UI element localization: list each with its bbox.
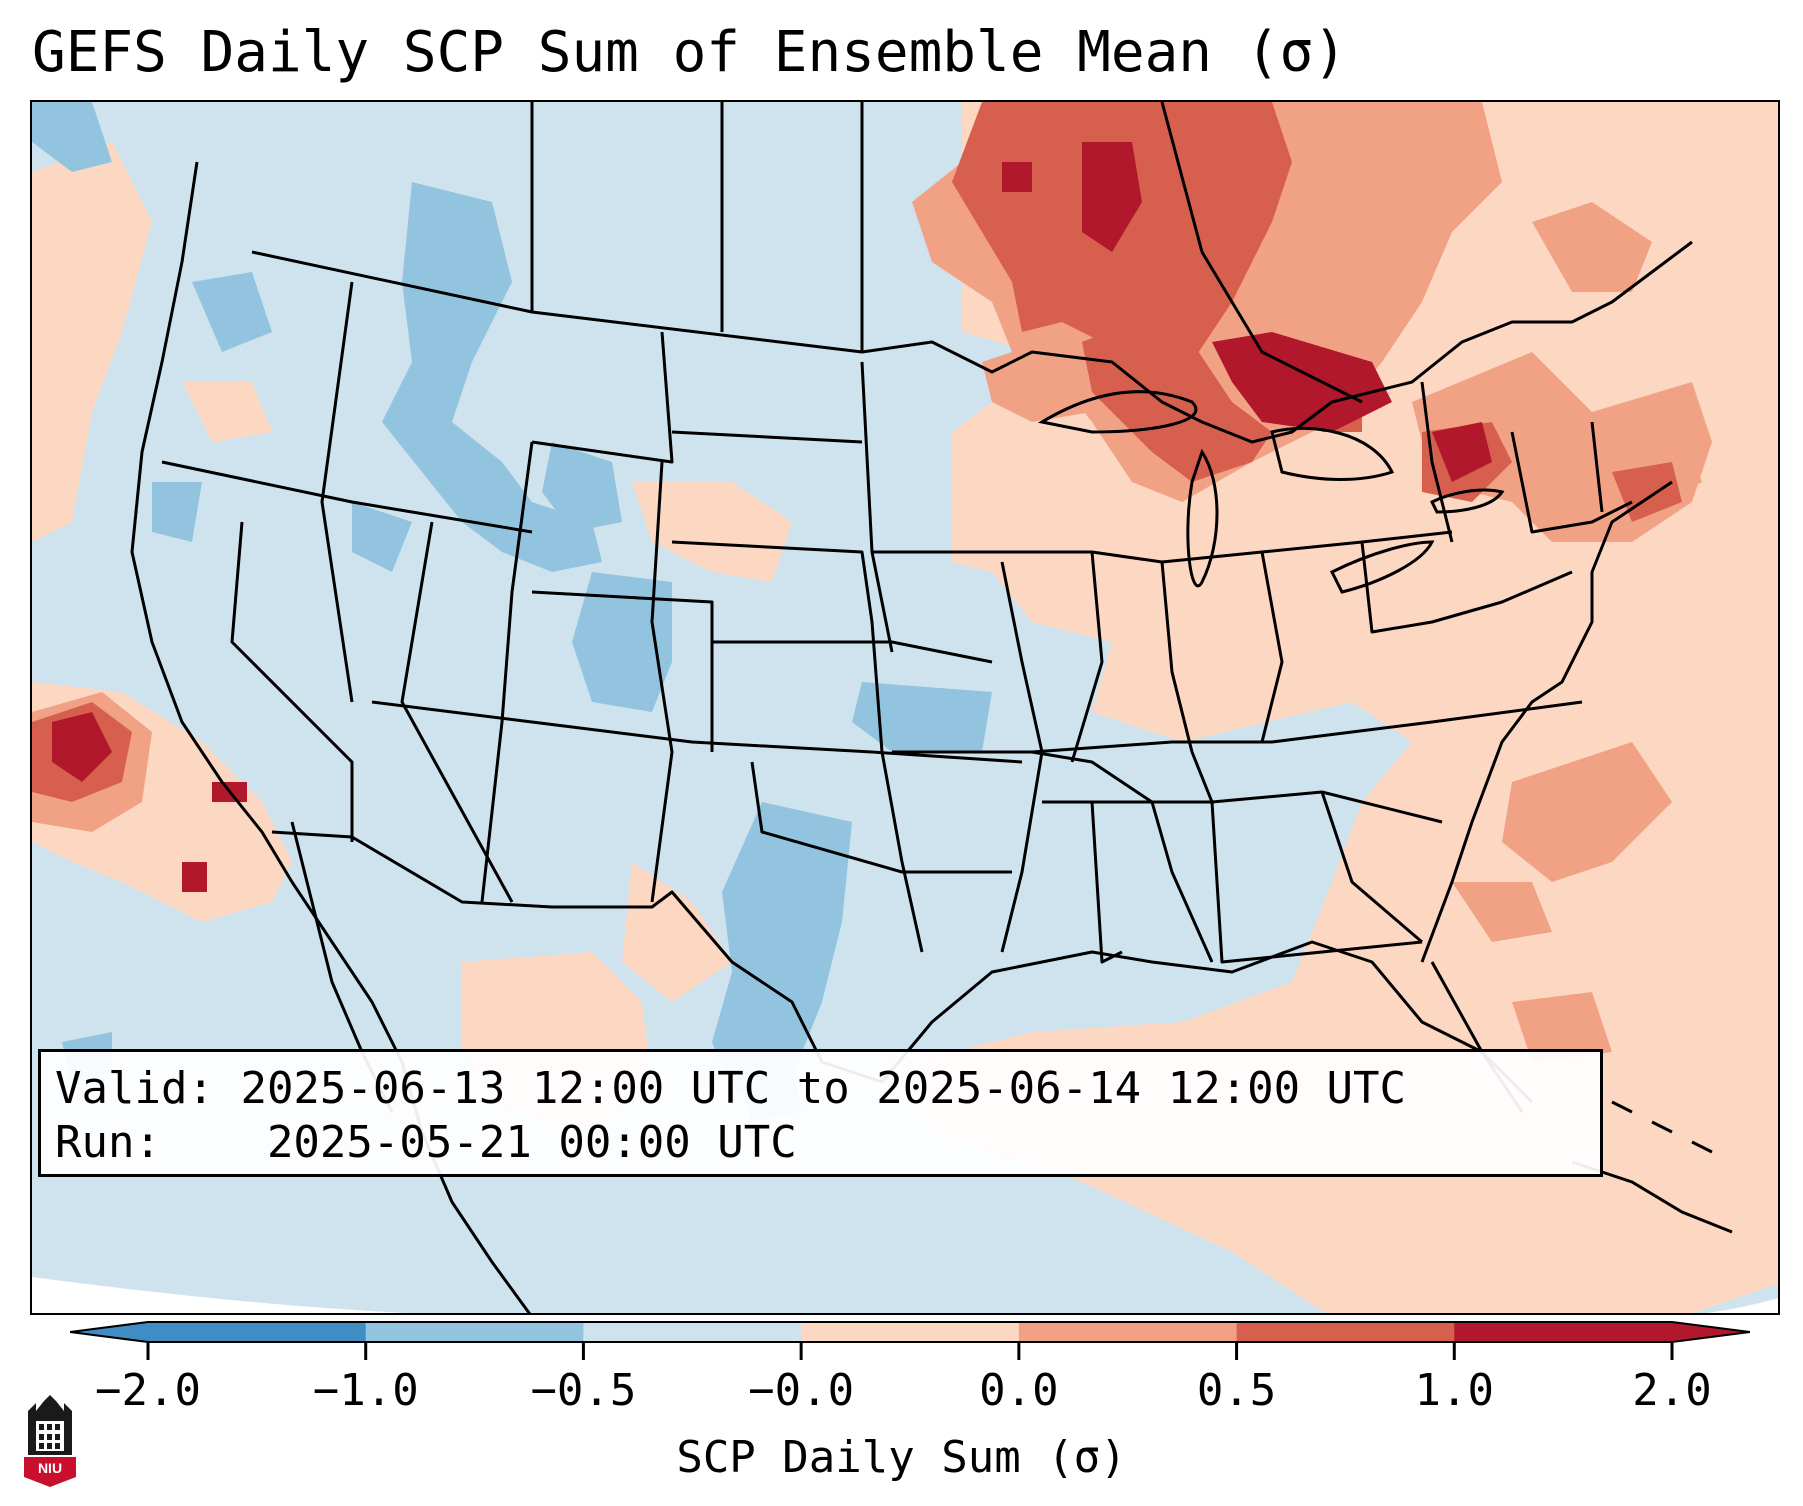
state-line-28 <box>1510 431 1633 534</box>
colorbar <box>70 1321 1750 1360</box>
state-line-2 <box>320 281 354 703</box>
state-line-19 <box>1160 561 1214 803</box>
valid-label: Valid: <box>55 1063 214 1114</box>
state-line-7 <box>531 331 674 464</box>
colorbar-tick-label: 2.0 <box>1632 1365 1712 1416</box>
state-line-27 <box>1420 381 1454 543</box>
colorbar-extend-high <box>1672 1322 1750 1342</box>
page-title: GEFS Daily SCP Sum of Ensemble Mean (σ) <box>32 20 1347 85</box>
state-line-9 <box>531 590 714 752</box>
state-line-10 <box>671 540 924 953</box>
off-projection-left <box>32 1277 406 1313</box>
valid-value: 2025-06-13 12:00 UTC to 2025-06-14 12:00… <box>240 1063 1407 1114</box>
state-line-23 <box>1210 801 1423 964</box>
colorbar-tick-label: −0.5 <box>530 1365 637 1416</box>
colorbar-segment <box>1018 1322 1238 1342</box>
scp-negative-areas <box>32 102 992 1122</box>
state-line-13 <box>671 430 863 444</box>
lake-superior <box>1037 390 1198 434</box>
state-line-20 <box>1031 700 1583 754</box>
colorbar-outline <box>70 1321 1750 1343</box>
colorbar-tick-label: −2.0 <box>95 1365 201 1416</box>
state-line-29 <box>1590 421 1604 513</box>
colorbar-title: SCP Daily Sum (σ) <box>676 1432 1127 1483</box>
state-line-18 <box>1070 551 1104 763</box>
state-line-3 <box>230 521 354 842</box>
state-line-8 <box>650 461 674 903</box>
colorbar-segment <box>801 1322 1020 1342</box>
lake-ontario <box>1429 488 1505 514</box>
colorbar-segment <box>1236 1322 1455 1342</box>
us-canada-border <box>251 240 1693 444</box>
colorbar-tick-label: −1.0 <box>312 1365 419 1416</box>
colorbar-segment <box>1454 1322 1673 1342</box>
state-line-15 <box>892 750 1214 963</box>
logo-label: NIU <box>38 1460 62 1476</box>
us-mexico-border <box>271 830 883 1084</box>
lake-michigan <box>1186 448 1219 588</box>
east-coast <box>1420 480 1673 963</box>
great-lakes <box>1037 390 1505 594</box>
colorbar-ticks <box>146 1342 1674 1360</box>
bahamas-outline <box>1611 1100 1713 1154</box>
state-line-22 <box>1090 801 1123 964</box>
run-value: 2025-05-21 00:00 UTC <box>266 1117 797 1168</box>
lake-erie <box>1329 540 1435 594</box>
lake-huron <box>1270 426 1395 481</box>
state-line-11 <box>712 640 993 664</box>
state-line-5 <box>400 521 514 903</box>
state-line-24 <box>1320 791 1423 944</box>
state-line-1 <box>161 460 533 534</box>
off-projection-right <box>1707 1298 1778 1313</box>
state-line-25 <box>1260 551 1284 743</box>
colorbar-segments <box>70 1322 1750 1342</box>
colorbar-segment <box>365 1322 584 1342</box>
colorbar-tick-label: 1.0 <box>1414 1365 1495 1416</box>
scp-extreme-positive-areas <box>52 142 1492 892</box>
gulf-coast <box>880 940 1534 1104</box>
colorbar-tick-label: 0.5 <box>1196 1365 1277 1416</box>
state-line-4 <box>371 700 1023 764</box>
validity-info-box: Valid: 2025-06-13 12:00 UTC to 2025-06-1… <box>38 1049 1603 1177</box>
colorbar-segment <box>148 1322 367 1342</box>
colorbar-tick-label: −0.0 <box>748 1365 855 1416</box>
state-line-6 <box>480 441 534 903</box>
niu-logo-icon: NIU <box>22 1393 78 1489</box>
canada-boundary-4 <box>1160 102 1363 404</box>
run-label: Run: <box>55 1117 161 1168</box>
colorbar-tick-label: 0.0 <box>979 1365 1059 1416</box>
colorbar-extend-low <box>70 1322 148 1342</box>
state-line-21 <box>1042 790 1443 824</box>
colorbar-segment <box>583 1322 802 1342</box>
state-line-14 <box>750 761 1012 874</box>
state-line-26 <box>1360 541 1573 634</box>
